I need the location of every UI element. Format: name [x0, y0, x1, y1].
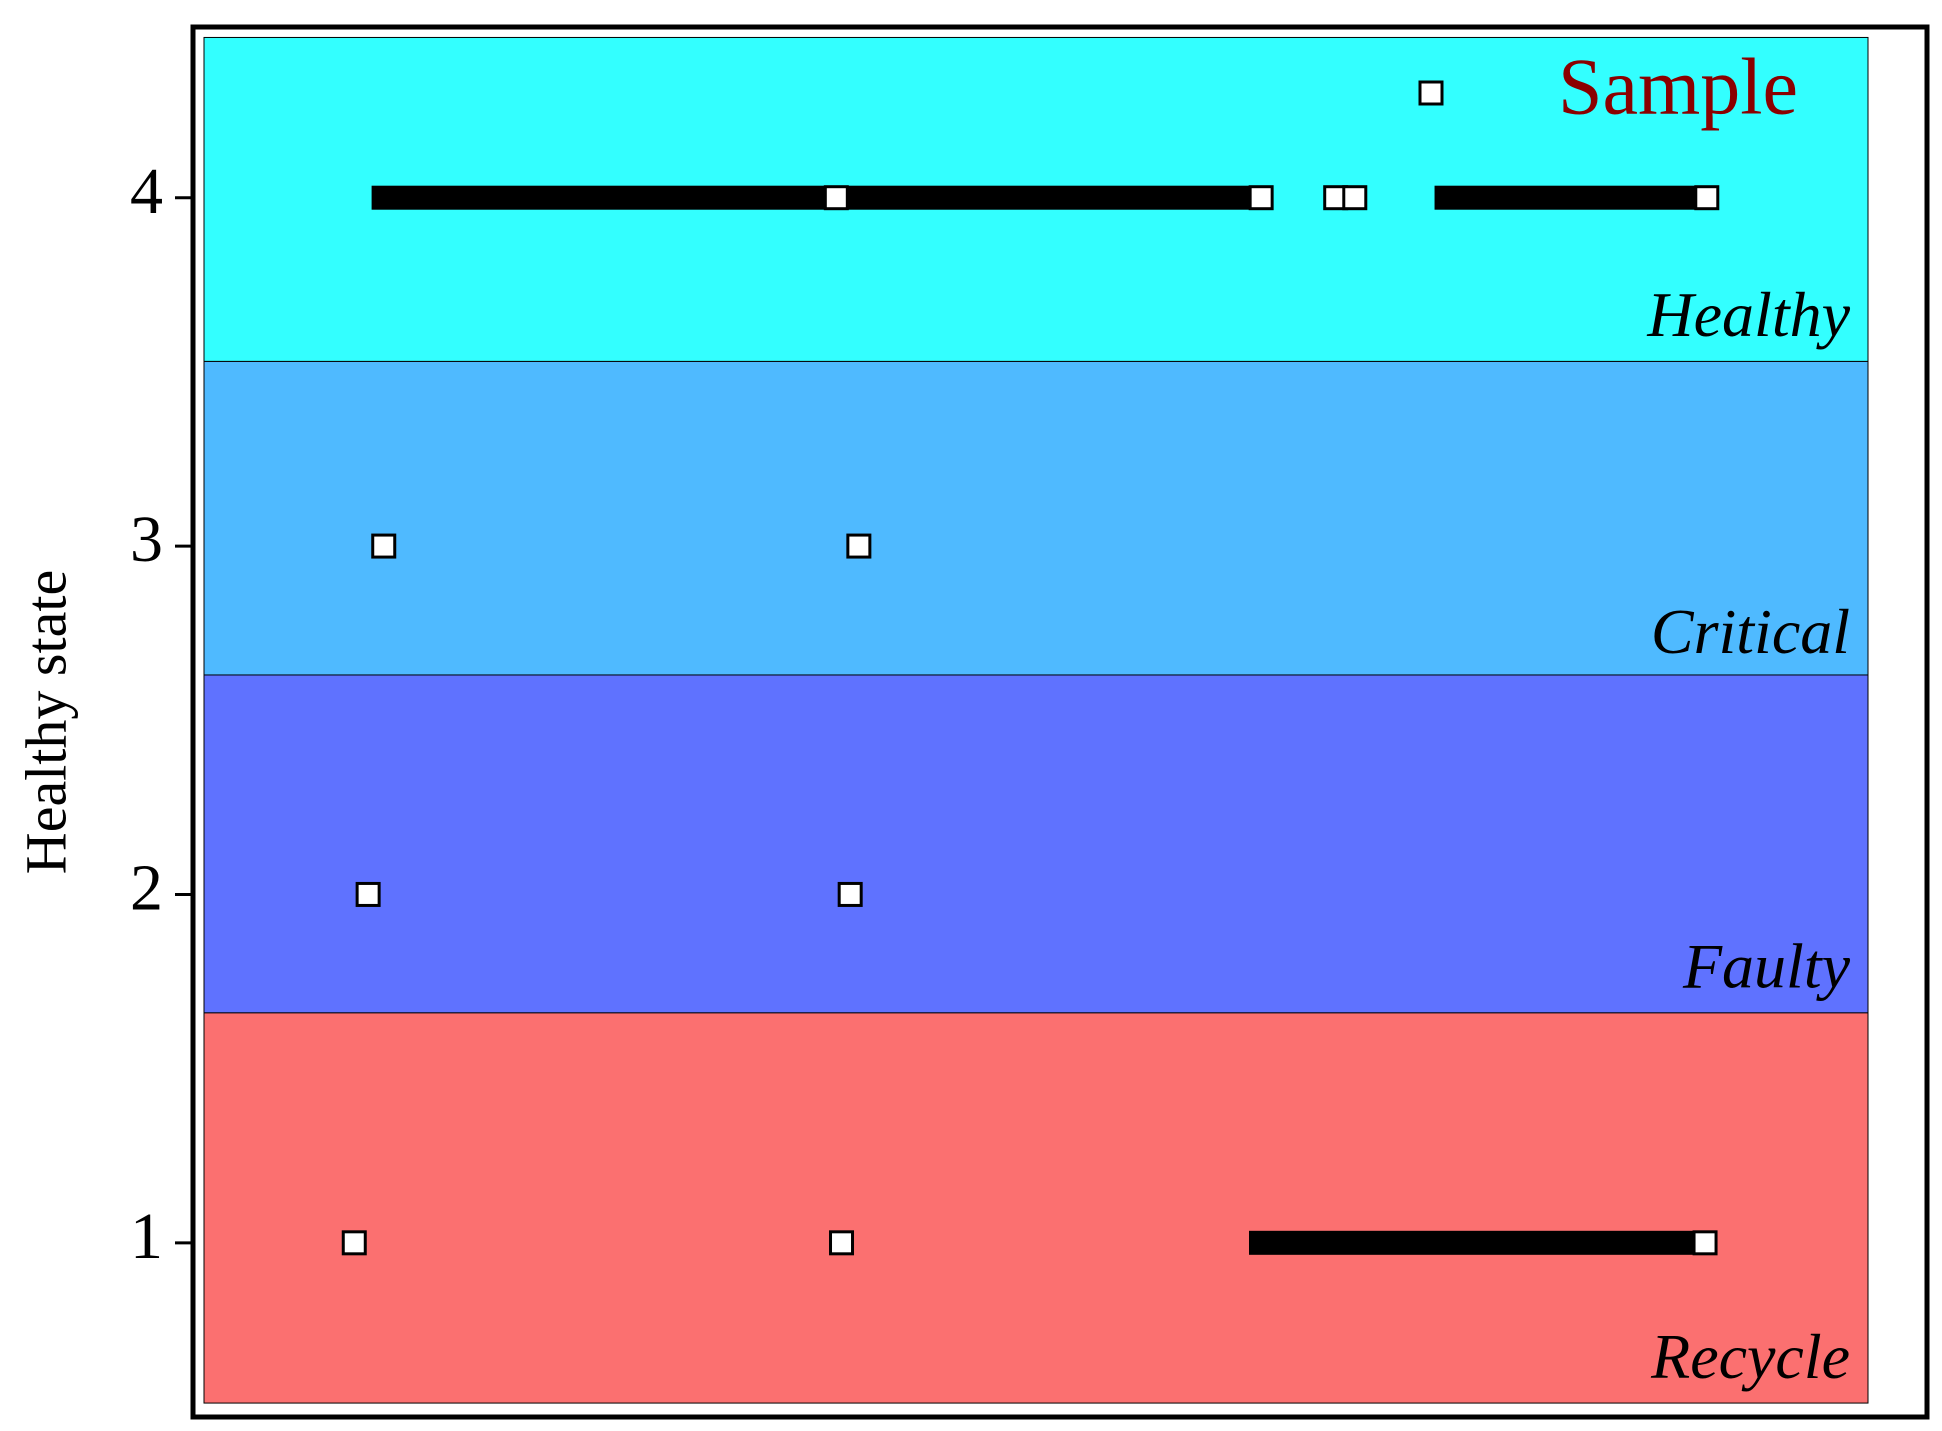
region-label: Critical [1651, 596, 1850, 667]
region-label: Healthy [1646, 279, 1850, 350]
marks [341, 185, 1720, 1256]
marker [846, 533, 872, 559]
marker [829, 1230, 855, 1256]
marker [1342, 185, 1368, 211]
y-axis-label: Healthy state [13, 570, 78, 874]
marker [355, 881, 381, 907]
y-tick-label: 2 [130, 852, 163, 925]
regions: Healthy Critical Faulty Recycle [203, 36, 1869, 1404]
region-band [203, 674, 1869, 1014]
region-band [203, 360, 1869, 679]
region-label: Recycle [1650, 1321, 1850, 1392]
y-tick-label: 4 [130, 155, 163, 228]
marker [1248, 185, 1274, 211]
marker [371, 533, 397, 559]
marker [1692, 1230, 1718, 1256]
marker [823, 185, 849, 211]
plot-frame [190, 24, 1930, 1420]
legend-label: Sample [1558, 43, 1798, 131]
region-label: Faulty [1682, 931, 1851, 1002]
region-band [203, 1012, 1869, 1404]
marker [837, 881, 863, 907]
marker [1694, 185, 1720, 211]
y-tick-label: 3 [130, 503, 163, 576]
segment [1434, 185, 1718, 210]
y-tick-label: 1 [130, 1200, 163, 1273]
segment [1249, 1230, 1716, 1255]
marker [341, 1230, 367, 1256]
segment [371, 185, 1272, 210]
legend-marker [1418, 80, 1444, 106]
